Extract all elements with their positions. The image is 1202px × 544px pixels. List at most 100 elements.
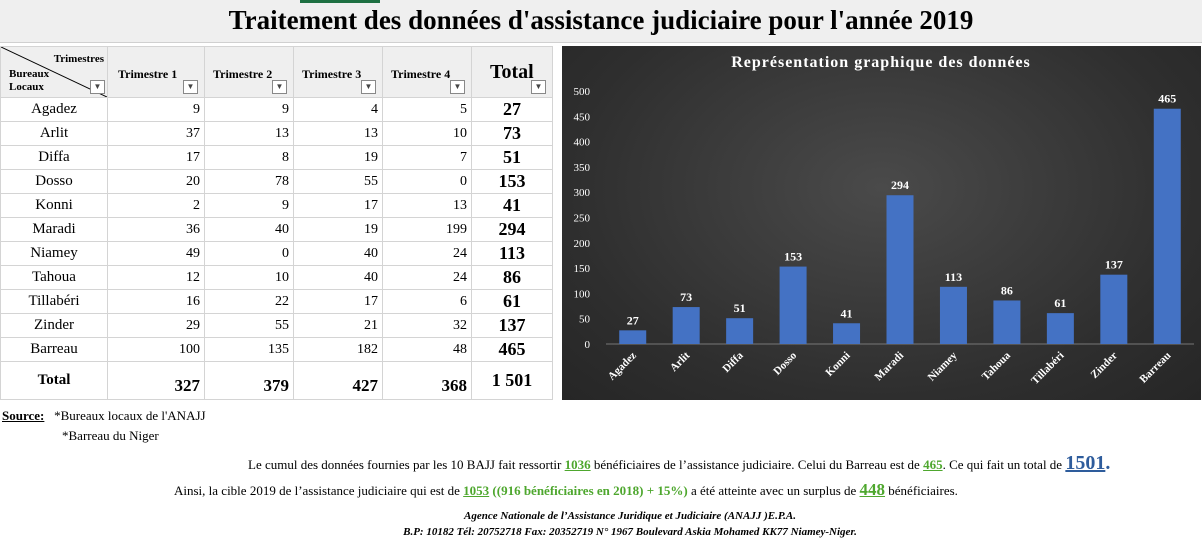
row-label-cell[interactable]: Agadez (0, 97, 108, 122)
row-label-cell[interactable]: Arlit (0, 121, 108, 146)
cell-trimestre-1[interactable]: 327 (107, 361, 205, 400)
header-trimestre-4[interactable]: Trimestre 4 ▼ (382, 46, 472, 98)
cell-trimestre-1[interactable]: 100 (107, 337, 205, 362)
cell-trimestre-2[interactable]: 9 (204, 97, 294, 122)
cell-trimestre-3[interactable]: 4 (293, 97, 383, 122)
row-label-cell[interactable]: Tillabéri (0, 289, 108, 314)
cell-trimestre-4[interactable]: 24 (382, 265, 472, 290)
cell-trimestre-3[interactable]: 55 (293, 169, 383, 194)
cell-trimestre-3[interactable]: 40 (293, 265, 383, 290)
bar-zinder[interactable] (1100, 274, 1128, 344)
cell-trimestre-2[interactable]: 0 (204, 241, 294, 266)
cell-trimestre-4[interactable]: 0 (382, 169, 472, 194)
cell-trimestre-2[interactable]: 8 (204, 145, 294, 170)
bar-arlit[interactable] (672, 307, 700, 344)
cell-total[interactable]: 61 (471, 289, 553, 314)
cell-trimestre-3[interactable]: 17 (293, 193, 383, 218)
cell-trimestre-2[interactable]: 78 (204, 169, 294, 194)
cell-trimestre-3[interactable]: 17 (293, 289, 383, 314)
cell-trimestre-2[interactable]: 22 (204, 289, 294, 314)
row-label-cell[interactable]: Konni (0, 193, 108, 218)
filter-dropdown-icon[interactable]: ▼ (90, 80, 105, 94)
cell-trimestre-4[interactable]: 24 (382, 241, 472, 266)
row-label-cell[interactable]: Barreau (0, 337, 108, 362)
cell-trimestre-4[interactable]: 368 (382, 361, 472, 400)
bar-barreau[interactable] (1153, 108, 1181, 345)
row-label-cell[interactable]: Dosso (0, 169, 108, 194)
row-label-cell[interactable]: Tahoua (0, 265, 108, 290)
cell-trimestre-3[interactable]: 21 (293, 313, 383, 338)
filter-dropdown-icon[interactable]: ▼ (361, 80, 376, 94)
cell-trimestre-4[interactable]: 10 (382, 121, 472, 146)
cell-trimestre-4[interactable]: 48 (382, 337, 472, 362)
header-trimestre-1[interactable]: Trimestre 1 ▼ (107, 46, 205, 98)
cell-trimestre-3[interactable]: 19 (293, 217, 383, 242)
cell-trimestre-3[interactable]: 427 (293, 361, 383, 400)
cell-trimestre-4[interactable]: 5 (382, 97, 472, 122)
filter-dropdown-icon[interactable]: ▼ (450, 80, 465, 94)
bar-diffa[interactable] (726, 318, 754, 344)
bar-chart[interactable]: Représentation graphique des données 0 50… (562, 46, 1201, 400)
cell-trimestre-2[interactable]: 379 (204, 361, 294, 400)
cell-total[interactable]: 51 (471, 145, 553, 170)
cell-trimestre-4[interactable]: 7 (382, 145, 472, 170)
cell-trimestre-4[interactable]: 13 (382, 193, 472, 218)
cell-trimestre-2[interactable]: 9 (204, 193, 294, 218)
bar-niamey[interactable] (939, 286, 967, 344)
cell-trimestre-2[interactable]: 55 (204, 313, 294, 338)
cell-trimestre-3[interactable]: 182 (293, 337, 383, 362)
cell-total[interactable]: 1 501 (471, 361, 553, 400)
cell-trimestre-1[interactable]: 49 (107, 241, 205, 266)
header-trimestre-3[interactable]: Trimestre 3 ▼ (293, 46, 383, 98)
cell-total[interactable]: 27 (471, 97, 553, 122)
x-tick-label: Maradi (873, 350, 907, 384)
cell-trimestre-1[interactable]: 12 (107, 265, 205, 290)
cell-trimestre-2[interactable]: 13 (204, 121, 294, 146)
cell-trimestre-2[interactable]: 135 (204, 337, 294, 362)
cell-trimestre-2[interactable]: 10 (204, 265, 294, 290)
cell-trimestre-1[interactable]: 16 (107, 289, 205, 314)
header-total[interactable]: Total ▼ (471, 46, 553, 98)
filter-dropdown-icon[interactable]: ▼ (183, 80, 198, 94)
footer-address: B.P: 10182 Tél: 20752718 Fax: 20352719 N… (403, 526, 857, 538)
table-row: Dosso 20 78 55 0 153 (0, 169, 553, 194)
corner-header-cell[interactable]: Trimestres Bureaux Locaux ▼ (0, 46, 108, 98)
cell-trimestre-4[interactable]: 199 (382, 217, 472, 242)
bar-tahoua[interactable] (993, 300, 1021, 344)
row-label-cell[interactable]: Niamey (0, 241, 108, 266)
row-label-cell[interactable]: Zinder (0, 313, 108, 338)
bar-maradi[interactable] (886, 195, 914, 344)
cell-total[interactable]: 294 (471, 217, 553, 242)
cell-total[interactable]: 465 (471, 337, 553, 362)
cell-total[interactable]: 73 (471, 121, 553, 146)
row-label-cell[interactable]: Diffa (0, 145, 108, 170)
cell-total[interactable]: 86 (471, 265, 553, 290)
filter-dropdown-icon[interactable]: ▼ (531, 80, 546, 94)
cell-trimestre-1[interactable]: 20 (107, 169, 205, 194)
bar-dosso[interactable] (779, 266, 807, 344)
cell-total[interactable]: 41 (471, 193, 553, 218)
cell-trimestre-1[interactable]: 9 (107, 97, 205, 122)
cell-total[interactable]: 137 (471, 313, 553, 338)
cell-trimestre-1[interactable]: 17 (107, 145, 205, 170)
cell-trimestre-3[interactable]: 13 (293, 121, 383, 146)
cell-trimestre-1[interactable]: 29 (107, 313, 205, 338)
bar-agadez[interactable] (619, 330, 647, 344)
row-label-cell[interactable]: Maradi (0, 217, 108, 242)
y-tick-label: 50 (579, 314, 591, 326)
cell-total[interactable]: 153 (471, 169, 553, 194)
cell-trimestre-4[interactable]: 32 (382, 313, 472, 338)
cell-trimestre-3[interactable]: 40 (293, 241, 383, 266)
filter-dropdown-icon[interactable]: ▼ (272, 80, 287, 94)
header-trimestre-2[interactable]: Trimestre 2 ▼ (204, 46, 294, 98)
cell-trimestre-2[interactable]: 40 (204, 217, 294, 242)
cell-trimestre-1[interactable]: 2 (107, 193, 205, 218)
bar-tillabéri[interactable] (1046, 313, 1074, 344)
cell-trimestre-4[interactable]: 6 (382, 289, 472, 314)
cell-trimestre-1[interactable]: 36 (107, 217, 205, 242)
cell-total[interactable]: 113 (471, 241, 553, 266)
cell-trimestre-1[interactable]: 37 (107, 121, 205, 146)
bar-konni[interactable] (833, 323, 861, 344)
cell-trimestre-3[interactable]: 19 (293, 145, 383, 170)
row-label-cell[interactable]: Total (0, 361, 108, 400)
